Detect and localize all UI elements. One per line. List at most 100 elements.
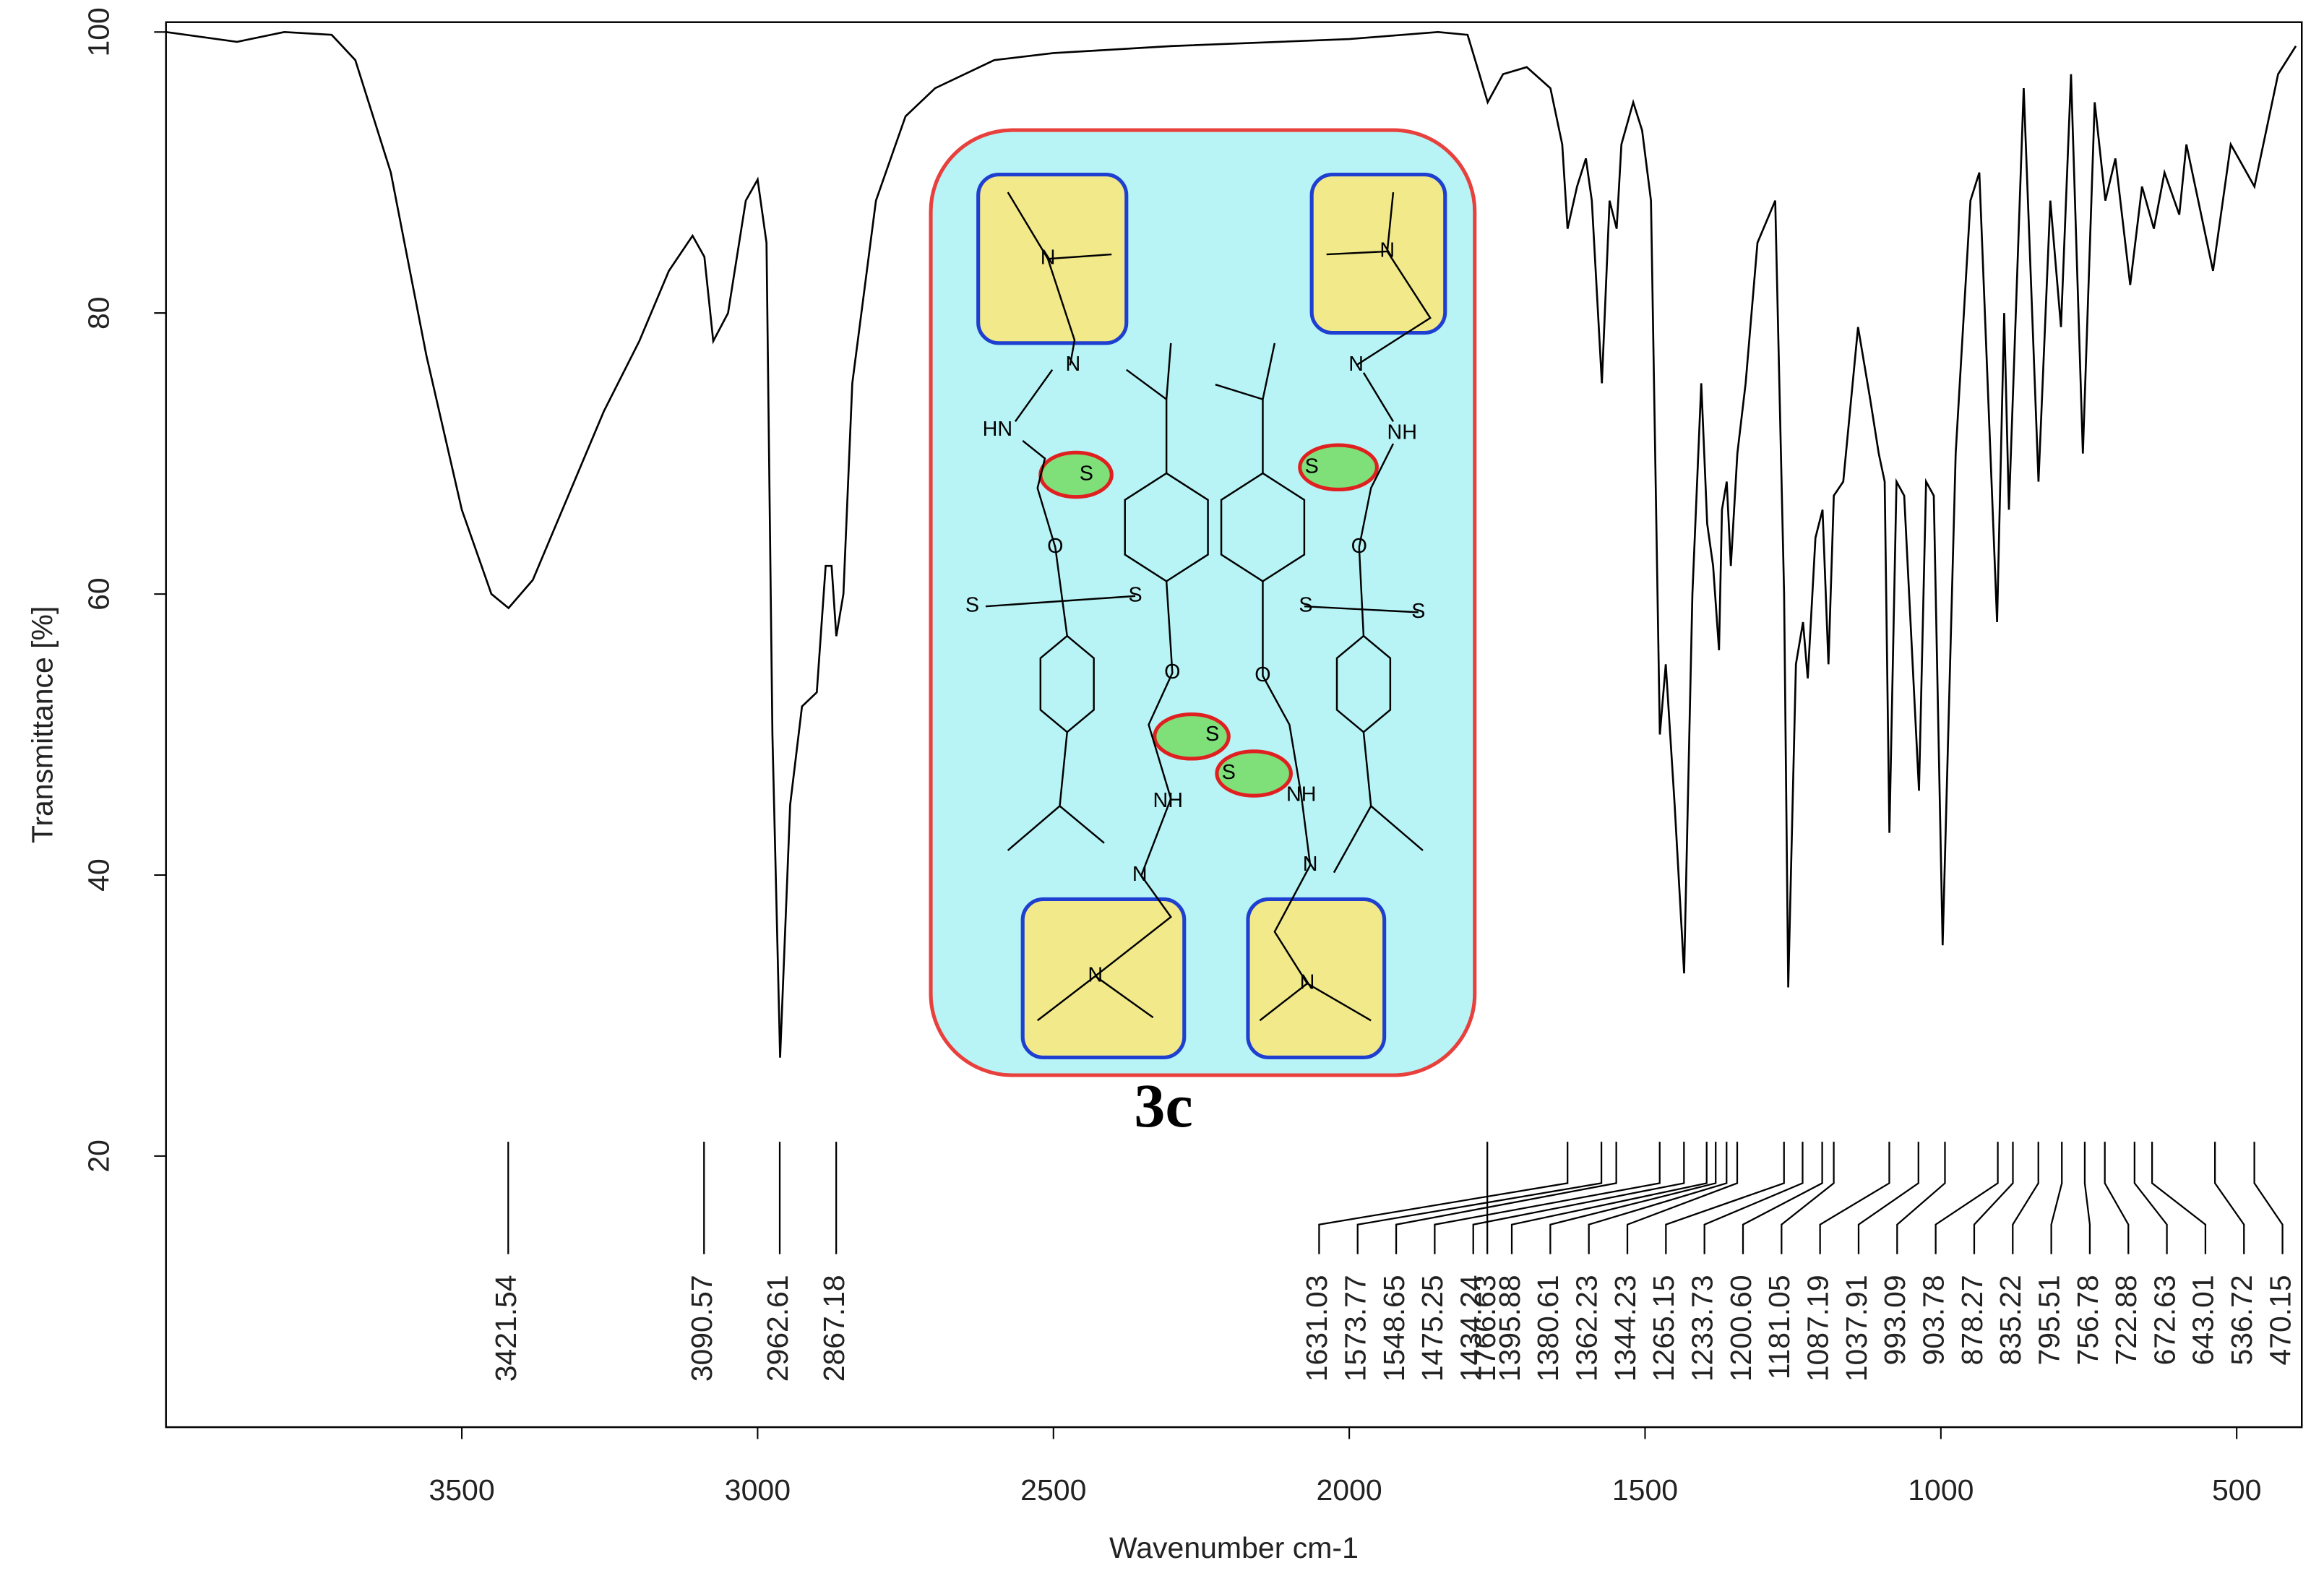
peak-label: 1548.65 [1377,1275,1411,1382]
atom-label: S [1299,594,1312,617]
x-tick-label: 2000 [1317,1473,1382,1507]
peak-marker [1472,1142,1685,1254]
peak-label: 1181.05 [1763,1275,1796,1379]
atom-label: S [1222,761,1236,784]
peak-label: 722.88 [2109,1275,2143,1365]
spectrum-line [165,30,2297,1058]
peak-label: 536.72 [2225,1275,2258,1365]
peak-label: 1766.63 [1468,1275,1502,1382]
peak-marker [1665,1142,1785,1254]
peak-label: 2962.61 [761,1275,794,1382]
atom-label: S [1205,723,1219,746]
atom-label: N [1132,863,1148,886]
x-tick-label: 1000 [1908,1473,1974,1507]
peak-label: 3421.54 [489,1275,522,1382]
x-tick-label: 3500 [429,1473,494,1507]
peak-marker [1819,1142,1890,1254]
y-axis-label: Transmittance [%] [25,606,59,843]
peak-marker [1626,1142,1739,1254]
atom-label: O [1164,660,1180,684]
peak-marker [1781,1142,1835,1254]
peak-marker [1934,1142,1999,1254]
compound-label: 3c [1134,1071,1192,1140]
atom-label: S [1411,600,1425,623]
peak-label: 470.15 [2263,1275,2297,1365]
atom-label: O [1047,535,1063,558]
peak-label: 1573.77 [1339,1275,1372,1382]
peak-label: 1037.91 [1840,1275,1873,1382]
peak-marker [1896,1142,1946,1254]
peak-label: 756.78 [2071,1275,2104,1365]
inset-frame [929,128,1477,1077]
peak-marker [2083,1142,2091,1254]
peak-marker [1395,1142,1617,1254]
x-tick-label: 500 [2212,1473,2261,1507]
x-tick-label: 3000 [725,1473,791,1507]
atom-label: N [1380,239,1395,262]
peak-label: 1395.88 [1493,1275,1526,1382]
peak-label: 878.27 [1955,1275,1989,1365]
x-tick-label: 2500 [1020,1473,1086,1507]
peak-marker [1588,1142,1728,1254]
atom-label: HN [983,418,1012,441]
peak-marker [1703,1142,1804,1254]
peak-label: 672.63 [2148,1275,2181,1365]
peak-marker [1742,1142,1823,1254]
atom-label: NH [1387,421,1417,444]
peak-marker [2104,1142,2130,1254]
peak-marker [1434,1142,1661,1254]
y-tick-label: 80 [82,296,115,329]
atom-label: N [1088,963,1103,986]
atom-label: O [1254,663,1270,686]
atom-label: O [1351,535,1367,558]
peak-marker [2151,1142,2207,1254]
peak-label: 2867.18 [817,1275,851,1382]
peak-marker [1857,1142,1919,1254]
y-tick-label: 20 [82,1140,115,1173]
peak-label: 795.51 [2032,1275,2065,1365]
peak-label: 1200.60 [1724,1275,1757,1382]
highlights [1038,443,1379,798]
peak-marker [2213,1142,2245,1254]
y-tick-label: 60 [82,577,115,611]
x-axis-label: Wavenumber cm-1 [1109,1531,1359,1564]
peak-label: 903.78 [1916,1275,1950,1365]
atom-label: S [1129,583,1142,606]
peak-marker [1510,1142,1708,1254]
atom-label: N [1303,853,1318,876]
peak-marker [2012,1142,2039,1254]
atom-label: NH [1153,789,1182,812]
peak-label: 1362.23 [1570,1275,1603,1382]
atom-label: N [1066,353,1081,376]
peak-label: 1631.03 [1300,1275,1333,1382]
atom-label: S [1305,455,1319,478]
peak-label: 1344.23 [1609,1275,1642,1382]
y-tick-label: 40 [82,858,115,892]
peak-marker [2050,1142,2063,1254]
atom-label: NH [1286,783,1316,806]
peak-label: 1265.15 [1647,1275,1680,1382]
peak-label: 3090.57 [685,1275,718,1382]
atom-label: S [1080,462,1093,486]
peak-marker [1356,1142,1603,1254]
peak-label: 1380.61 [1531,1275,1565,1382]
y-tick-label: 100 [82,7,115,56]
group-box [1020,897,1187,1060]
peak-label: 1434.24 [1455,1275,1488,1382]
peak-marker [1318,1142,1569,1254]
group-box [1246,897,1387,1060]
atom-label: S [965,594,979,617]
atom-label: N [1348,353,1364,376]
peak-label: 643.01 [2187,1275,2220,1365]
bonds [985,191,1432,1022]
group-box [1309,172,1447,335]
atom-label: N [1300,971,1315,994]
peak-marker [2253,1142,2284,1254]
plot-frame [165,21,2303,1429]
peak-label: 1475.25 [1416,1275,1449,1382]
peak-marker [1973,1142,2014,1254]
peak-marker [1549,1142,1717,1254]
